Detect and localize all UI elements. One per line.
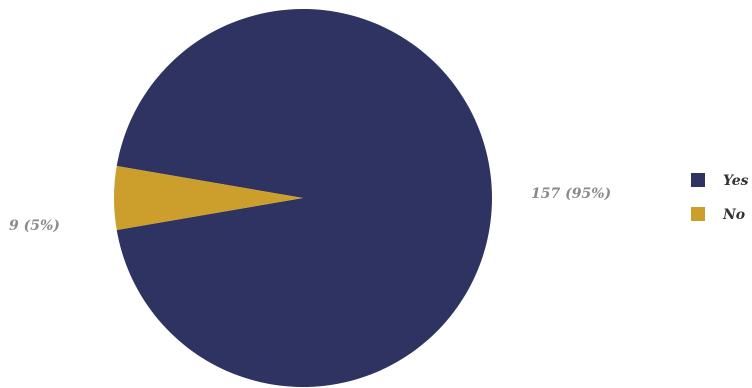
data-label-yes: 157 (95%): [531, 186, 611, 202]
legend: Yes No: [691, 173, 749, 223]
pie-slices: [113, 8, 492, 387]
legend-swatch-yes: [691, 173, 705, 187]
data-label-no: 9 (5%): [9, 218, 60, 234]
pie-slice-no: [113, 165, 304, 231]
legend-label-yes: Yes: [723, 173, 749, 189]
legend-label-no: No: [722, 207, 745, 223]
pie-slice-yes: [116, 8, 492, 387]
legend-swatch-no: [691, 207, 705, 221]
